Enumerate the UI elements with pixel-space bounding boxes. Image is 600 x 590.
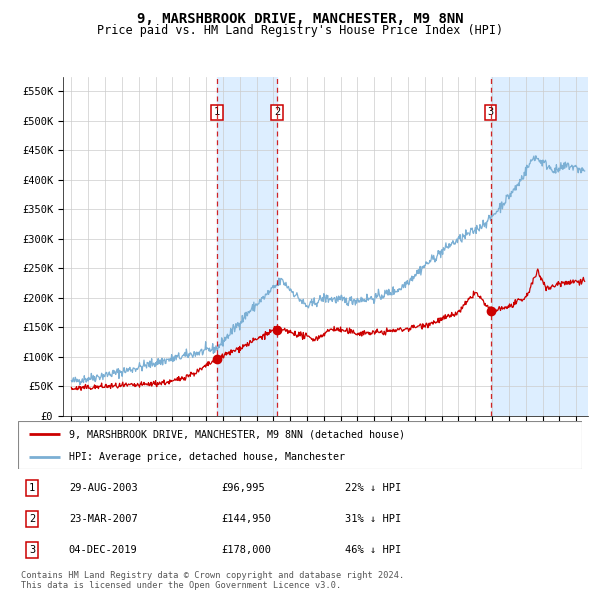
Text: Contains HM Land Registry data © Crown copyright and database right 2024.: Contains HM Land Registry data © Crown c… — [21, 571, 404, 579]
Text: HPI: Average price, detached house, Manchester: HPI: Average price, detached house, Manc… — [69, 452, 345, 462]
Text: This data is licensed under the Open Government Licence v3.0.: This data is licensed under the Open Gov… — [21, 581, 341, 589]
Text: 29-AUG-2003: 29-AUG-2003 — [69, 483, 137, 493]
Bar — [491, 77, 588, 416]
Text: 22% ↓ HPI: 22% ↓ HPI — [345, 483, 401, 493]
Text: £144,950: £144,950 — [221, 514, 271, 524]
Text: 2: 2 — [29, 514, 35, 524]
Text: 2: 2 — [274, 107, 280, 117]
Text: Price paid vs. HM Land Registry's House Price Index (HPI): Price paid vs. HM Land Registry's House … — [97, 24, 503, 37]
Text: £178,000: £178,000 — [221, 545, 271, 555]
Bar — [217, 77, 277, 416]
Text: 9, MARSHBROOK DRIVE, MANCHESTER, M9 8NN (detached house): 9, MARSHBROOK DRIVE, MANCHESTER, M9 8NN … — [69, 429, 405, 439]
Text: 3: 3 — [29, 545, 35, 555]
Text: 1: 1 — [29, 483, 35, 493]
Text: £96,995: £96,995 — [221, 483, 265, 493]
Text: 31% ↓ HPI: 31% ↓ HPI — [345, 514, 401, 524]
Text: 23-MAR-2007: 23-MAR-2007 — [69, 514, 137, 524]
Text: 9, MARSHBROOK DRIVE, MANCHESTER, M9 8NN: 9, MARSHBROOK DRIVE, MANCHESTER, M9 8NN — [137, 12, 463, 26]
Text: 3: 3 — [488, 107, 494, 117]
Text: 1: 1 — [214, 107, 220, 117]
Text: 46% ↓ HPI: 46% ↓ HPI — [345, 545, 401, 555]
Text: 04-DEC-2019: 04-DEC-2019 — [69, 545, 137, 555]
